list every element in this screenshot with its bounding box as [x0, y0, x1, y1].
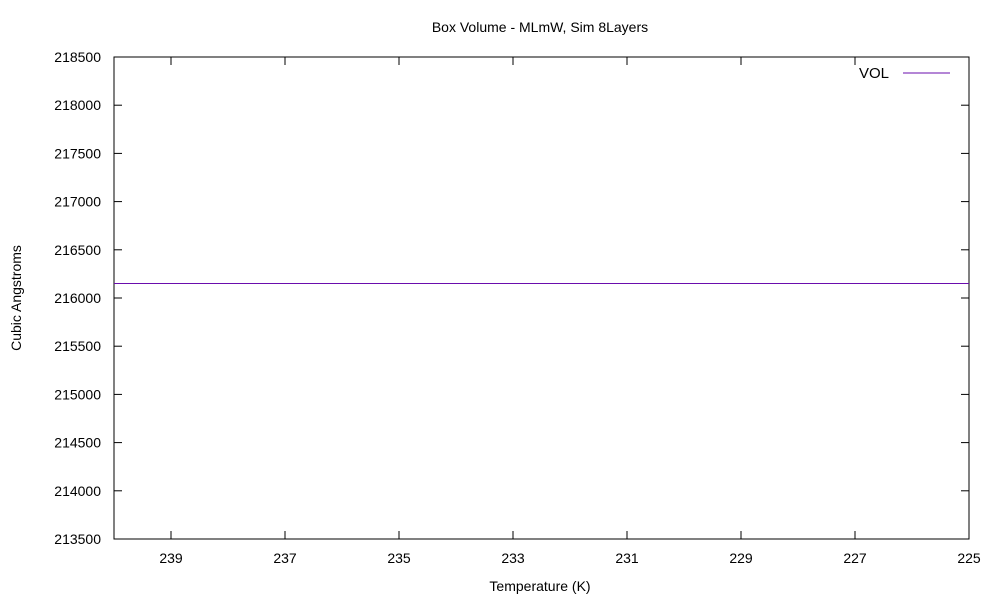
y-tick-label: 216500 [54, 242, 101, 258]
chart-title: Box Volume - MLmW, Sim 8Layers [432, 19, 648, 35]
y-tick-label: 218500 [54, 49, 101, 65]
plot-frame [113, 56, 970, 540]
legend-label: VOL [859, 65, 889, 82]
x-axis-label: Temperature (K) [489, 578, 590, 594]
y-tick-label: 217000 [54, 194, 101, 210]
y-tick-label: 213500 [54, 531, 101, 547]
y-tick-label: 216000 [54, 290, 101, 306]
x-tick-label: 235 [387, 550, 411, 566]
x-tick-label: 225 [957, 550, 981, 566]
x-tick-label: 237 [273, 550, 297, 566]
y-tick-label: 218000 [54, 97, 101, 113]
y-tick-label: 215000 [54, 386, 101, 402]
y-tick-label: 214500 [54, 435, 101, 451]
x-tick-label: 229 [729, 550, 753, 566]
x-tick-label: 239 [159, 550, 183, 566]
x-tick-label: 231 [615, 550, 639, 566]
x-tick-label: 233 [501, 550, 525, 566]
y-tick-label: 217500 [54, 145, 101, 161]
y-tick-label: 214000 [54, 483, 101, 499]
y-axis-label: Cubic Angstroms [8, 245, 24, 351]
y-tick-label: 215500 [54, 338, 101, 354]
x-tick-label: 227 [843, 550, 867, 566]
